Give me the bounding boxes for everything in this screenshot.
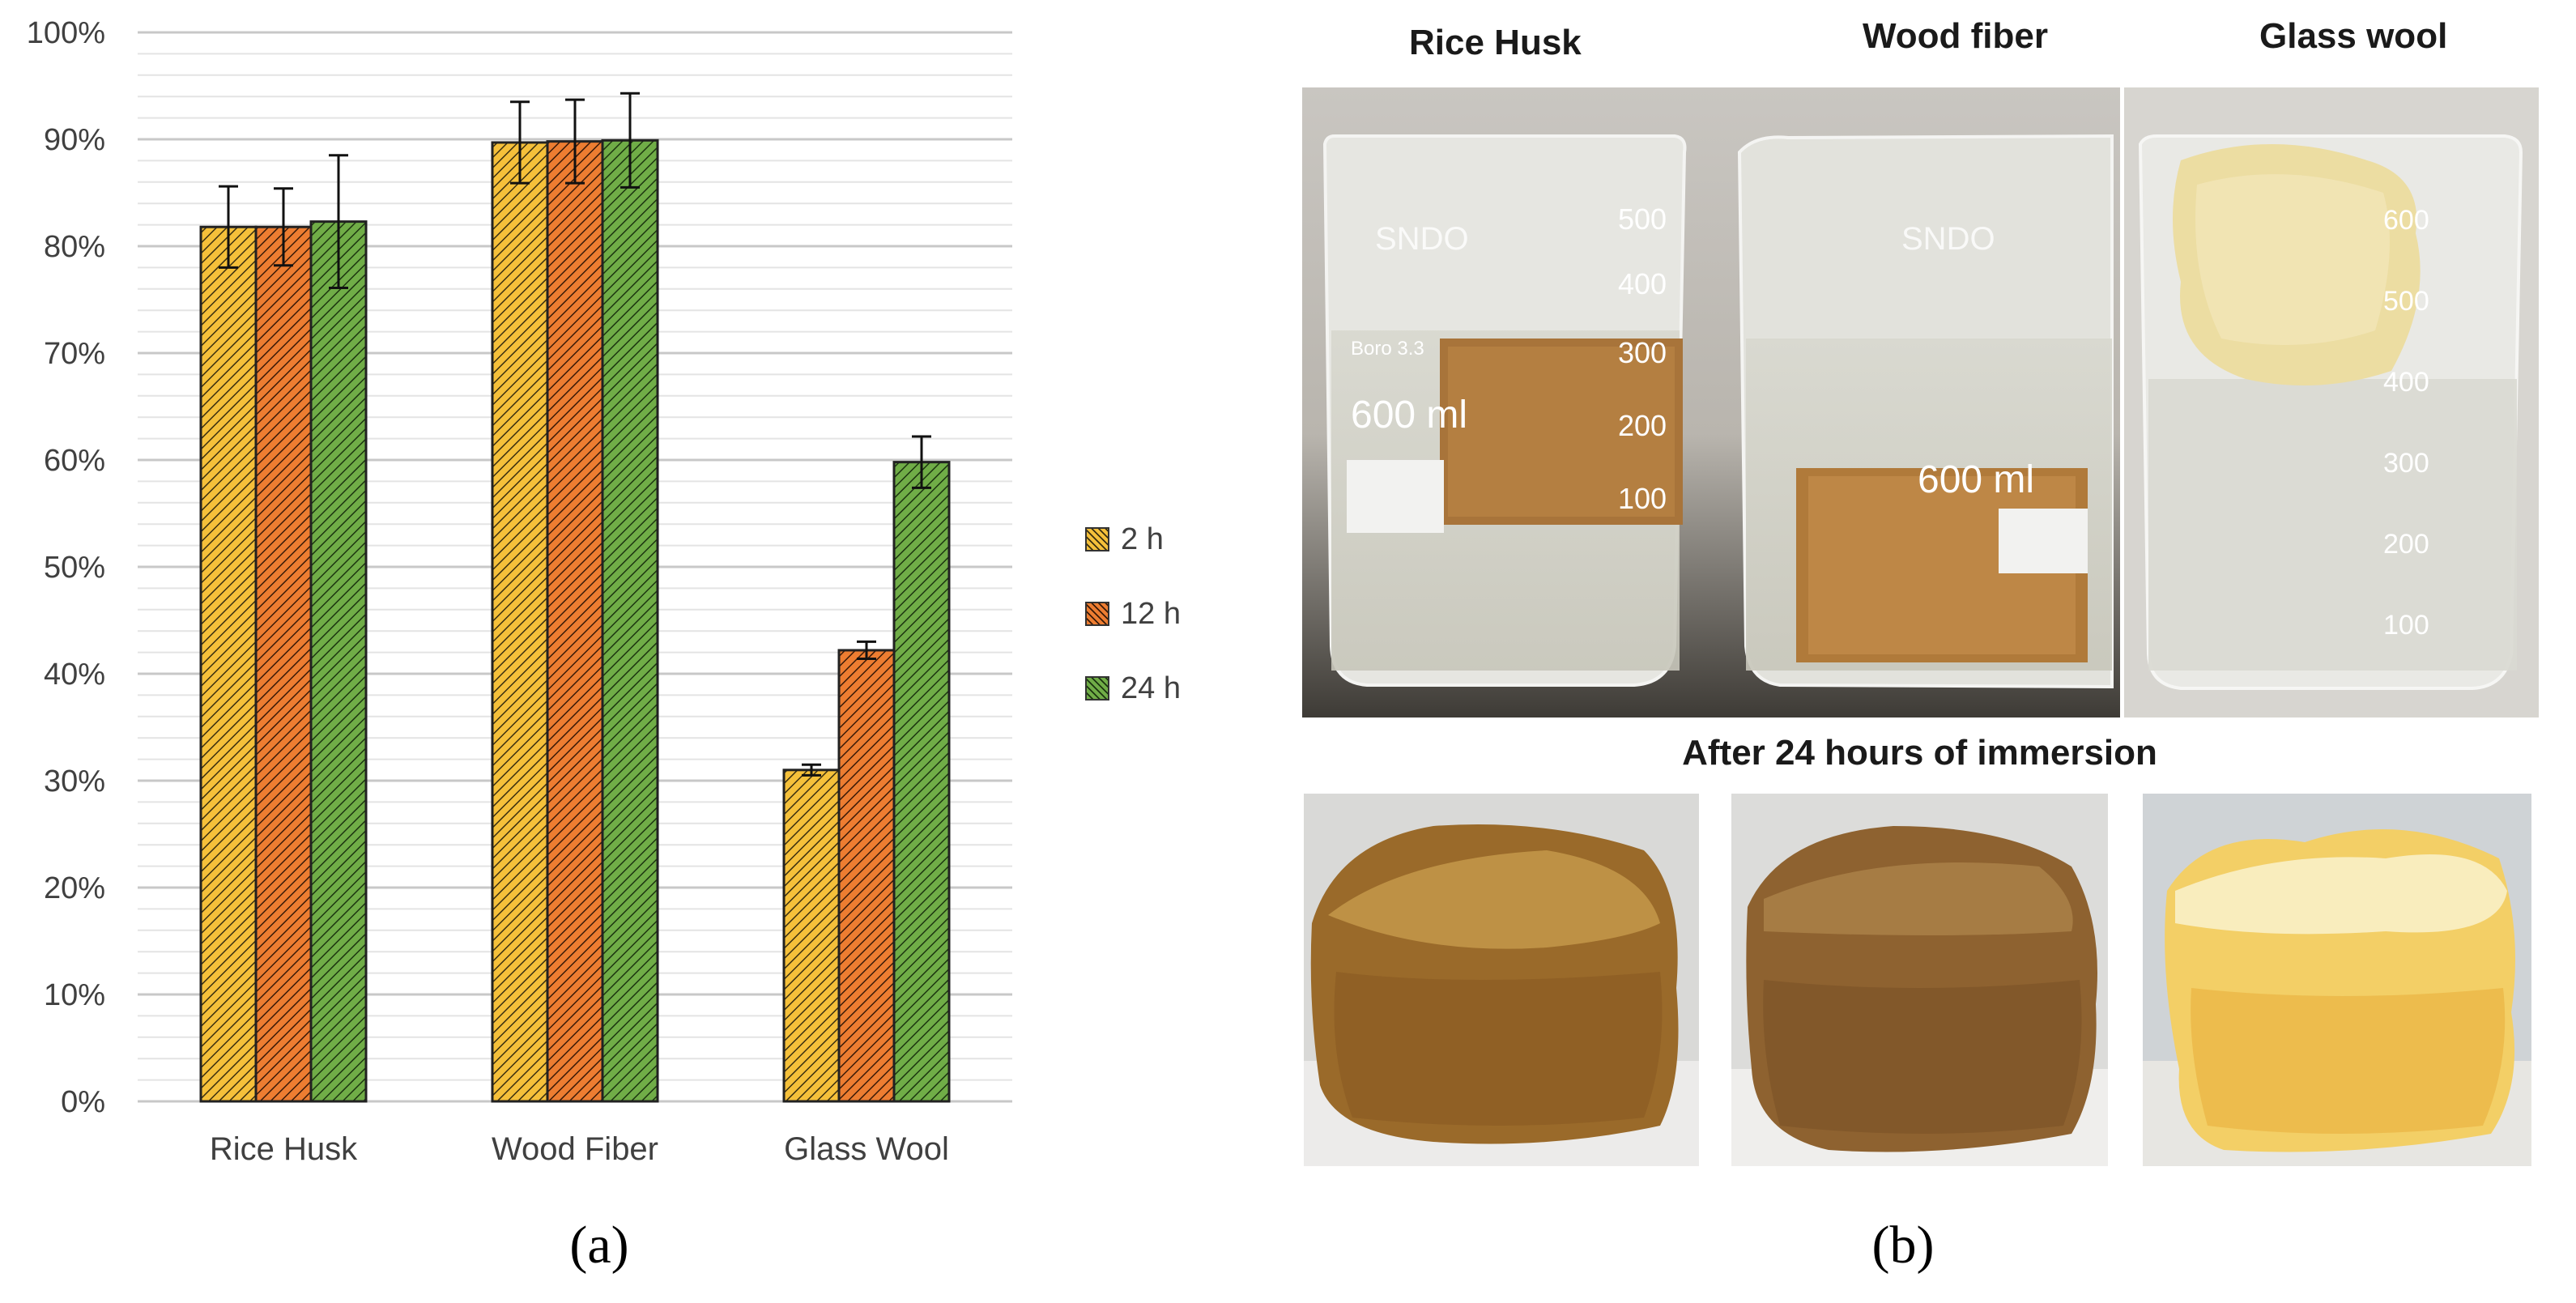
legend-label-24h: 24 h <box>1121 671 1181 705</box>
y-tick-label: 100% <box>27 16 105 50</box>
beaker3-mark-400: 400 <box>2383 367 2429 398</box>
y-tick-label: 90% <box>44 123 105 157</box>
y-tick-label: 70% <box>44 337 105 371</box>
bar-rice-husk-12h <box>254 225 313 1103</box>
beaker2-volume-label: 600 ml <box>1918 458 2034 501</box>
legend-swatch-12h <box>1085 602 1109 626</box>
panel-b-photos: Rice Husk Wood fiber Glass wool 500 400 … <box>1263 0 2576 1303</box>
panel-b-caption: (b) <box>1871 1216 1935 1275</box>
bar-glass-wool-24h <box>892 461 951 1103</box>
legend-item-2h: 2 h <box>1085 502 1181 577</box>
beaker3-mark-600: 600 <box>2383 205 2429 236</box>
beaker3-mark-200: 200 <box>2383 529 2429 560</box>
x-category-label: Glass Wool <box>784 1131 949 1167</box>
photo-header-wood-fiber: Wood fiber <box>1863 16 2048 56</box>
bar-glass-wool-2h <box>782 769 841 1103</box>
y-tick-label: 50% <box>44 551 105 585</box>
legend-swatch-24h <box>1085 676 1109 700</box>
beaker1-glass-type: Boro 3.3 <box>1351 338 1424 360</box>
legend-item-24h: 24 h <box>1085 651 1181 726</box>
legend-label-12h: 12 h <box>1121 596 1181 631</box>
photo-sample-glass-wool <box>2143 794 2531 1166</box>
beaker1-mark-200: 200 <box>1618 409 1667 442</box>
panel-a-caption: (a) <box>569 1216 629 1275</box>
photo-sample-wood-fiber <box>1731 794 2108 1166</box>
y-tick-label: 30% <box>44 764 105 798</box>
y-tick-label: 0% <box>61 1085 105 1119</box>
bar-rice-husk-24h <box>309 220 368 1103</box>
beaker1-mark-300: 300 <box>1618 336 1667 369</box>
beaker3-mark-500: 500 <box>2383 286 2429 317</box>
beaker1-brand: SNDO <box>1375 221 1469 257</box>
photo-header-glass-wool: Glass wool <box>2259 16 2448 56</box>
beaker1-volume-label: 600 ml <box>1351 394 1467 436</box>
beaker1-mark-500: 500 <box>1618 202 1667 236</box>
y-tick-label: 60% <box>44 444 105 478</box>
beaker3-mark-100: 100 <box>2383 610 2429 641</box>
legend-swatch-2h <box>1085 527 1109 551</box>
beaker1-mark-400: 400 <box>1618 267 1667 300</box>
bar-rice-husk-2h <box>199 225 258 1103</box>
chart-legend: 2 h 12 h 24 h <box>1085 502 1181 726</box>
y-tick-label: 40% <box>44 658 105 692</box>
x-category-label: Wood Fiber <box>492 1131 658 1167</box>
panel-a-bar-chart: 0% 10% 20% 30% 40% 50% 60% 70% 80% 90% 100% Rice H… <box>0 0 1263 1303</box>
bar-wood-fiber-24h <box>601 138 659 1103</box>
beaker2-brand: SNDO <box>1901 221 1995 257</box>
y-tick-label: 20% <box>44 871 105 905</box>
beaker1-mark-100: 100 <box>1618 482 1667 515</box>
bar-glass-wool-12h <box>837 649 896 1103</box>
legend-item-12h: 12 h <box>1085 577 1181 651</box>
photo-header-rice-husk: Rice Husk <box>1409 23 1582 62</box>
bar-chart: 0% 10% 20% 30% 40% 50% 60% 70% 80% 90% 100% Rice H… <box>27 16 1012 1167</box>
photo-beaker-glass-wool: 600 500 400 300 200 100 <box>2124 87 2539 718</box>
after-immersion-label: After 24 hours of immersion <box>1682 733 2157 773</box>
y-tick-label: 80% <box>44 230 105 264</box>
y-tick-label: 10% <box>44 978 105 1012</box>
bar-wood-fiber-12h <box>546 140 604 1103</box>
photo-sample-rice-husk <box>1304 794 1699 1166</box>
bar-wood-fiber-2h <box>491 141 549 1103</box>
x-category-label: Rice Husk <box>210 1131 358 1167</box>
photo-beaker-rice-husk: 500 400 300 200 100 Boro 3.3 600 ml SNDO… <box>1302 87 2120 718</box>
beaker3-mark-300: 300 <box>2383 448 2429 479</box>
legend-label-2h: 2 h <box>1121 522 1164 556</box>
